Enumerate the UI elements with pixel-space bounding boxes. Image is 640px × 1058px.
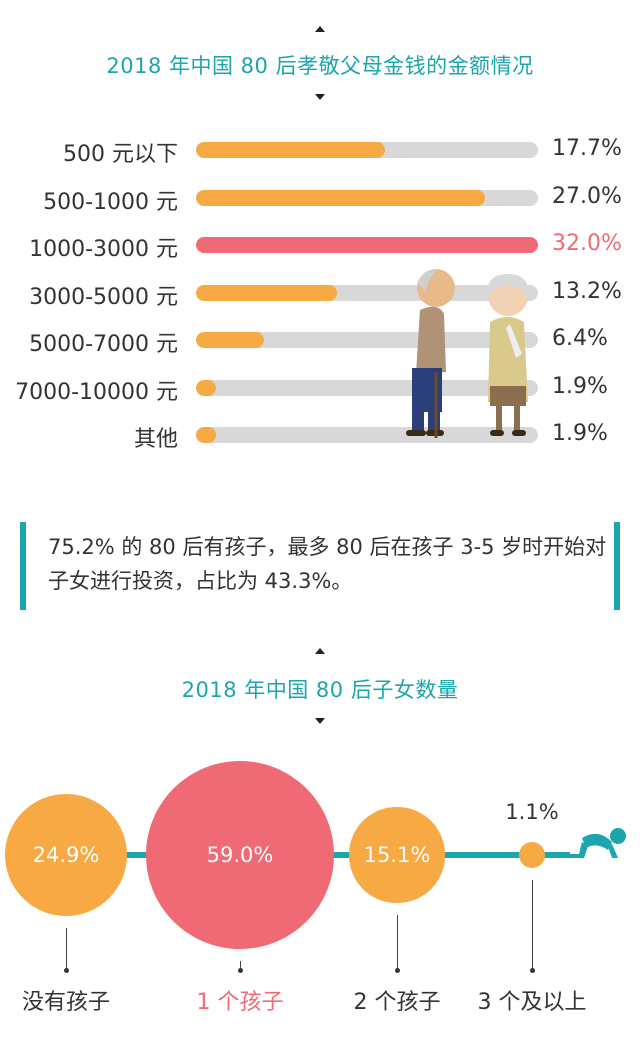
bar-value-label: 27.0% xyxy=(552,183,622,209)
bar xyxy=(196,427,217,443)
bubble: 24.9% xyxy=(4,793,128,917)
bubble-category-label: 2 个孩子 xyxy=(353,990,441,1015)
bubble-value-label: 24.9% xyxy=(32,842,100,867)
bubble xyxy=(519,842,545,868)
bar-label: 7000-10000 元 xyxy=(15,379,178,405)
triangle-down-icon xyxy=(315,718,325,724)
bar xyxy=(196,332,265,348)
pointer-line xyxy=(240,961,241,970)
bubble-value-label: 1.1% xyxy=(505,800,559,824)
bubble-category-label: 3 个及以上 xyxy=(477,990,587,1015)
bubble: 59.0% xyxy=(146,761,334,949)
pointer-dot xyxy=(530,968,535,973)
note-text: 75.2% 的 80 后有孩子，最多 80 后在孩子 3-5 岁时开始对子女进行… xyxy=(48,535,607,593)
elderly-couple-icon xyxy=(406,269,529,438)
bubble-category-label: 1 个孩子 xyxy=(196,990,284,1015)
bar xyxy=(196,284,338,301)
bar-track xyxy=(196,427,538,443)
triangle-down-icon xyxy=(315,94,325,100)
bar-value-label: 1.9% xyxy=(552,421,608,446)
bar-value-label: 13.2% xyxy=(552,278,622,304)
bar xyxy=(196,237,538,253)
bar xyxy=(196,142,386,158)
bar-track xyxy=(196,379,538,396)
pointer-dot xyxy=(238,968,243,973)
pointer-line xyxy=(66,928,67,970)
chart1-title: 2018 年中国 80 后孝敬父母金钱的金额情况 xyxy=(106,54,534,78)
bar-label: 其他 xyxy=(133,427,178,452)
bar-value-label: 6.4% xyxy=(552,326,608,351)
triangle-up-icon xyxy=(315,648,325,654)
bar-label: 5000-7000 元 xyxy=(29,332,178,357)
triangle-up-icon xyxy=(315,26,325,32)
pointer-dot xyxy=(64,968,69,973)
bar-label: 500 元以下 xyxy=(63,142,178,167)
bar-value-label: 1.9% xyxy=(552,373,608,399)
bar-label: 3000-5000 元 xyxy=(29,284,178,310)
bubble: 15.1% xyxy=(349,807,445,903)
bar-track xyxy=(196,332,538,348)
bar-label: 500-1000 元 xyxy=(43,189,178,215)
pointer-line xyxy=(397,914,398,970)
bubble-value-label: 59.0% xyxy=(206,843,274,867)
bar-track xyxy=(196,142,538,158)
pointer-dot xyxy=(395,968,400,973)
bubble-category-label: 没有孩子 xyxy=(21,990,110,1015)
chart2-title: 2018 年中国 80 后子女数量 xyxy=(181,678,459,702)
crawling-baby-icon xyxy=(568,828,626,858)
bubble-value-label: 15.1% xyxy=(363,842,431,867)
bar xyxy=(196,379,217,396)
bar-value-label: 17.7% xyxy=(552,136,622,161)
bar-value-label: 32.0% xyxy=(552,231,622,256)
bar-label: 1000-3000 元 xyxy=(29,237,178,262)
bar-track xyxy=(196,237,538,253)
pointer-line xyxy=(532,880,533,970)
info-note: 75.2% 的 80 后有孩子，最多 80 后在孩子 3-5 岁时开始对子女进行… xyxy=(20,522,620,610)
bar-track xyxy=(196,189,538,206)
bar xyxy=(196,189,485,206)
